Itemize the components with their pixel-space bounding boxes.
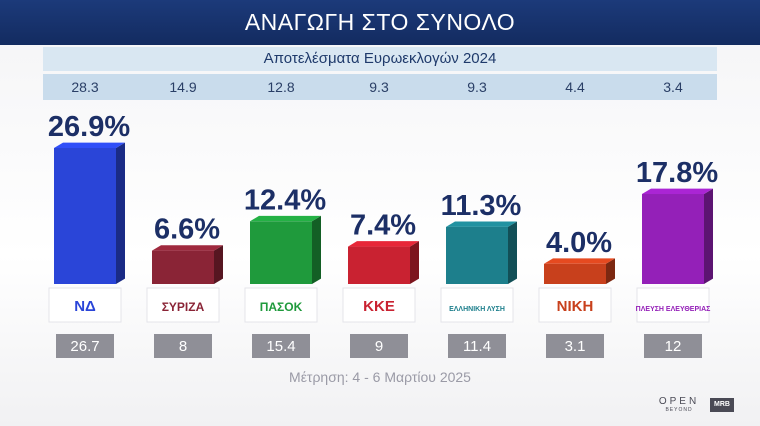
svg-text:ΝΙΚΗ: ΝΙΚΗ (557, 298, 594, 315)
bottom-value-box (56, 334, 114, 358)
bottom-value: 12 (665, 338, 682, 355)
bar-side (606, 258, 615, 284)
reference-value: 14.9 (169, 79, 197, 95)
bar (250, 221, 312, 284)
reference-values-row: 28.3 14.9 12.8 9.3 9.3 4.4 3.4 (43, 74, 717, 100)
bottom-value-box (546, 334, 604, 358)
bottom-value-box (448, 334, 506, 358)
bar-value-label: 17.8% (636, 157, 718, 189)
bar (152, 250, 214, 284)
bar-top (54, 142, 125, 148)
bar-side (312, 215, 321, 284)
bottom-value-box (350, 334, 408, 358)
bar-side (214, 245, 223, 284)
svg-text:ΠΑΣΟΚ: ΠΑΣΟΚ (260, 300, 303, 314)
reference-value: 3.4 (663, 79, 683, 95)
bar (54, 148, 116, 284)
svg-text:ΝΔ: ΝΔ (74, 298, 96, 315)
bar-value-label: 26.9% (48, 111, 130, 143)
reference-value: 12.8 (267, 79, 295, 95)
bar-value-label: 7.4% (350, 210, 416, 242)
bar-top (250, 215, 321, 222)
syriza-logo-icon: ΣΥΡΙΖΑ (146, 287, 220, 323)
bar (642, 194, 704, 284)
reference-value: 28.3 (71, 79, 99, 95)
bar-side (116, 142, 125, 284)
bottom-value-box (644, 334, 702, 358)
nd-logo-icon: ΝΔ (48, 287, 122, 323)
survey-period-note: Μέτρηση: 4 - 6 Μαρτίου 2025 (289, 369, 471, 385)
bottom-value: 11.4 (463, 338, 491, 355)
bar-top (348, 241, 419, 247)
kke-logo-icon: ΚΚΕ (342, 287, 416, 323)
svg-text:ΣΥΡΙΖΑ: ΣΥΡΙΖΑ (162, 300, 205, 314)
mrb-logo: MRB (710, 398, 734, 412)
pasok-logo-icon: ΠΑΣΟΚ (244, 287, 318, 323)
bottom-value-box (154, 334, 212, 358)
bottom-value: 3.1 (565, 338, 586, 355)
bar-value-label: 12.4% (244, 184, 326, 216)
reference-value: 9.3 (467, 79, 487, 95)
bar-top (152, 245, 223, 251)
bar-value-label: 6.6% (154, 214, 220, 246)
bar-top (446, 221, 517, 227)
chart-title: ΑΝΑΓΩΓΗ ΣΤΟ ΣΥΝΟΛΟ (0, 0, 760, 45)
bar (446, 226, 508, 284)
open-tv-logo: OPEN BEYOND (658, 396, 700, 413)
bar (348, 246, 410, 284)
bar-chart: 26.9% ΝΔ 26.7 6.6% ΣΥΡΙΖΑ 8 12.4% ΠΑΣΟΚ 15.4 7.4%… (48, 111, 718, 358)
chart-subtitle: Αποτελέσματα Ευρωεκλογών 2024 (43, 47, 717, 71)
elliniki-lysi-logo-icon: ΕΛΛΗΝΙΚΗ ΛΥΣΗ (440, 287, 514, 323)
bar-top (642, 188, 713, 195)
plefsi-logo-icon: ΠΛΕΥΣΗ ΕΛΕΥΘΕΡΙΑΣ (636, 287, 711, 323)
bottom-value-box (252, 334, 310, 358)
bar-value-label: 11.3% (441, 190, 522, 222)
bottom-value: 15.4 (266, 338, 295, 355)
bar-side (410, 241, 419, 284)
svg-text:ΕΛΛΗΝΙΚΗ ΛΥΣΗ: ΕΛΛΗΝΙΚΗ ΛΥΣΗ (449, 306, 505, 313)
bottom-value: 8 (179, 338, 187, 355)
bar-value-label: 4.0% (546, 227, 612, 259)
reference-value: 9.3 (369, 79, 389, 95)
reference-value: 4.4 (565, 79, 585, 95)
bottom-value: 9 (375, 338, 383, 355)
bottom-value: 26.7 (70, 338, 99, 355)
bar-top (544, 258, 615, 264)
bar-side (704, 188, 713, 284)
bar-side (508, 221, 517, 284)
niki-logo-icon: ΝΙΚΗ (538, 287, 612, 323)
bar (544, 263, 606, 284)
svg-text:ΚΚΕ: ΚΚΕ (363, 298, 395, 315)
svg-text:ΠΛΕΥΣΗ ΕΛΕΥΘΕΡΙΑΣ: ΠΛΕΥΣΗ ΕΛΕΥΘΕΡΙΑΣ (636, 306, 711, 313)
